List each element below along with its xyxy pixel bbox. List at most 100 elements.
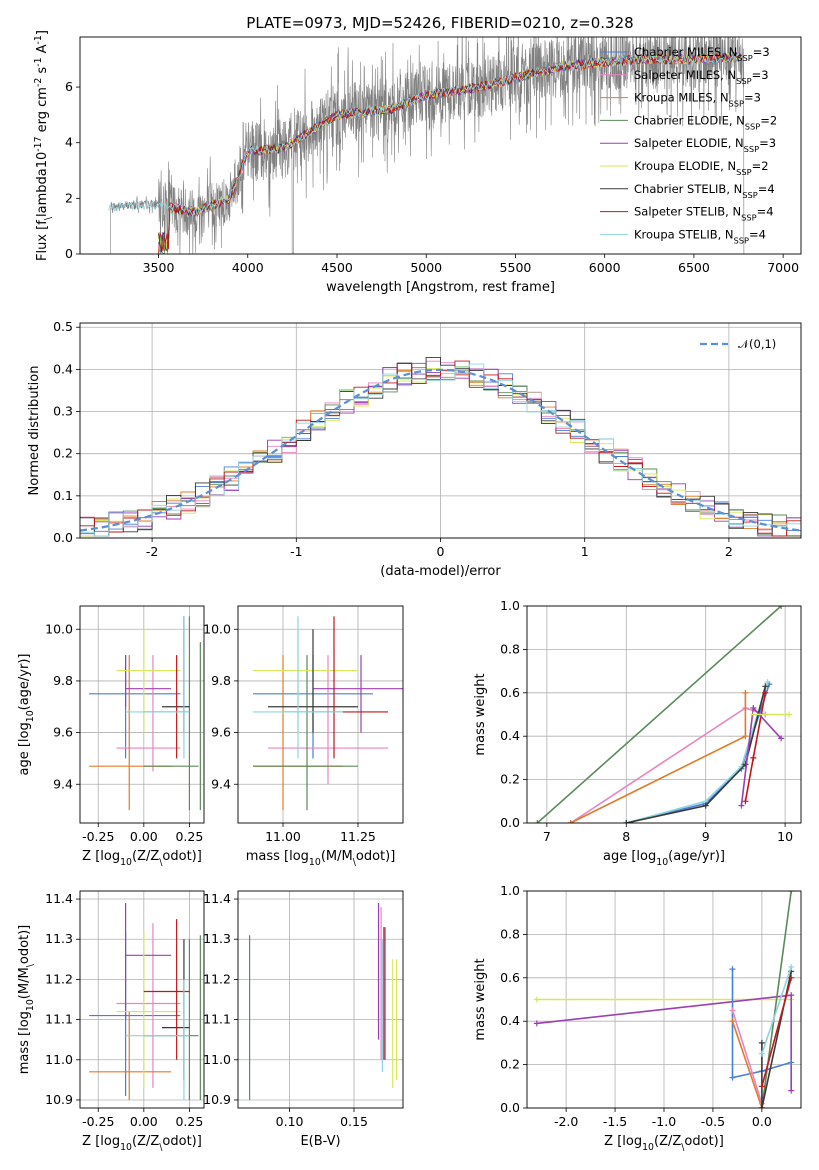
series-line xyxy=(570,692,747,823)
legend-label: Chabrier STELIB, NSSP=4 xyxy=(634,182,775,200)
y-tick-label: 11.0 xyxy=(203,1052,231,1067)
legend-label: Salpeter ELODIE, NSSP=3 xyxy=(634,136,776,154)
axes-frame xyxy=(79,36,802,255)
y-tick-label: 0.2 xyxy=(500,772,520,787)
y-tick-label: 9.6 xyxy=(211,725,231,740)
x-tick-label: -1.0 xyxy=(652,1114,676,1129)
plot-area xyxy=(80,356,801,537)
y-tick-label: 0.8 xyxy=(500,641,520,656)
y-tick-label: 0 xyxy=(65,246,73,261)
panel-mass_weight_vs_Z: -2.0 -1.5 -1.0 -0.5 0.0 0.0 0.2 0.4 0.6 0.8 1.0 Z [… xyxy=(473,883,802,1153)
series-line xyxy=(731,1020,763,1108)
y-tick-label: 0.4 xyxy=(53,361,73,376)
y-tick-label: 11.3 xyxy=(45,931,73,946)
data-point xyxy=(758,1105,765,1108)
data-point xyxy=(758,1050,765,1057)
y-tick-label: 1.0 xyxy=(500,598,520,613)
y-tick-label: 0.3 xyxy=(53,404,73,419)
y-tick-label: 0.4 xyxy=(500,1013,520,1028)
y-tick-label: 9.4 xyxy=(53,776,73,791)
data-point xyxy=(729,1074,736,1081)
series-line xyxy=(626,681,769,823)
x-tick-label: 0.15 xyxy=(340,1114,368,1129)
x-tick-label: 0.0 xyxy=(752,1114,772,1129)
data-point xyxy=(742,798,749,805)
data-point xyxy=(738,802,745,809)
data-point xyxy=(778,735,785,742)
axes-frame xyxy=(526,890,802,1109)
y-tick-label: 10.0 xyxy=(203,621,231,636)
plot-area xyxy=(534,606,793,823)
axes-frame xyxy=(526,605,802,824)
panel-mass_vs_Z: -0.25 0.00 0.25 10.9 11.0 11.1 11.2 11.3 11.4 Z [… xyxy=(17,890,205,1153)
x-tick-label: -1 xyxy=(290,544,302,559)
series-line xyxy=(570,707,766,823)
x-tick-label: 7000 xyxy=(767,260,799,275)
x-axis-label: age [log10(age/yr)] xyxy=(603,849,725,868)
x-tick-label: -1.5 xyxy=(603,1114,627,1129)
data-point xyxy=(788,1087,795,1094)
plot-area xyxy=(89,903,201,1100)
x-tick-label: 5500 xyxy=(500,260,532,275)
x-axis-label: wavelength [Angstrom, rest frame] xyxy=(326,280,555,295)
data-point xyxy=(750,704,757,711)
panel-age_vs_Z: -0.25 0.00 0.25 9.4 9.6 9.8 10.0 Z [log10(Z/Z\o… xyxy=(17,605,205,868)
y-axis-label: mass weight xyxy=(473,958,488,1040)
series-line xyxy=(761,891,792,1108)
y-tick-label: 11.1 xyxy=(45,1012,73,1027)
y-axis-label: Flux [f\lambda10-17 erg cm-2 s-1 A-1] xyxy=(33,30,54,261)
y-tick-label: 0.6 xyxy=(500,970,520,985)
x-tick-label: 0.10 xyxy=(276,1114,304,1129)
axes-frame xyxy=(237,605,404,824)
model-spectrum-kroupa-stelib xyxy=(108,51,742,217)
x-tick-label: -0.25 xyxy=(82,1114,114,1129)
data-point xyxy=(788,963,795,970)
legend-label: Kroupa STELIB, NSSP=4 xyxy=(634,227,766,245)
y-tick-label: 9.8 xyxy=(211,673,231,688)
spectrum-legend: Chabrier MILES, NSSP=3 Salpeter MILES, NS… xyxy=(600,45,777,245)
plot-area xyxy=(533,891,795,1108)
data-point xyxy=(788,1059,795,1066)
y-axis-label: mass [log10(M/M\odot)] xyxy=(17,925,36,1075)
legend-label: Kroupa ELODIE, NSSP=2 xyxy=(634,159,769,177)
y-tick-label: 6 xyxy=(65,79,73,94)
panel-age_vs_mass: 11.00 11.25 9.4 9.6 9.8 10.0 mass [log10(M/M\o… xyxy=(203,605,404,868)
data-point xyxy=(764,678,771,685)
y-tick-label: 9.4 xyxy=(211,776,231,791)
series-line xyxy=(536,606,782,823)
y-tick-label: 0.2 xyxy=(53,446,73,461)
series-line xyxy=(761,966,792,1055)
y-tick-label: 10.9 xyxy=(45,1092,73,1107)
x-tick-label: 5000 xyxy=(410,260,442,275)
x-tick-label: 3500 xyxy=(143,260,175,275)
y-axis-label: Normed distribution xyxy=(27,366,42,496)
data-point xyxy=(533,1020,540,1027)
data-point xyxy=(742,689,749,696)
panel-residual_hist: -2 -1 0 1 2 0.0 0.1 0.2 0.3 0.4 0.5 (data-model)/er… xyxy=(27,319,802,579)
y-tick-label: 0.5 xyxy=(53,319,73,334)
y-tick-label: 11.3 xyxy=(203,931,231,946)
y-tick-label: 2 xyxy=(65,190,73,205)
series-line xyxy=(761,977,792,1087)
data-point xyxy=(729,1007,736,1014)
data-point xyxy=(567,820,574,823)
legend-label: 𝒩(0,1) xyxy=(738,337,776,351)
data-point xyxy=(758,1039,765,1046)
y-tick-label: 11.2 xyxy=(45,971,73,986)
x-tick-label: 8 xyxy=(622,829,630,844)
axes-frame xyxy=(79,322,802,539)
x-axis-label: E(B-V) xyxy=(300,1134,340,1149)
series-line xyxy=(626,686,767,823)
data-point xyxy=(750,711,757,718)
x-tick-label: 0.25 xyxy=(175,829,203,844)
data-point xyxy=(788,974,795,981)
x-tick-label: -2.0 xyxy=(554,1114,578,1129)
panel-mass_vs_ebv: 0.10 0.15 10.9 11.0 11.1 11.2 11.3 11.4 E(B-V) xyxy=(203,890,404,1149)
y-tick-label: 0.0 xyxy=(500,815,520,830)
y-tick-label: 11.4 xyxy=(203,891,231,906)
x-tick-label: -0.5 xyxy=(701,1114,725,1129)
y-tick-label: 0.0 xyxy=(500,1100,520,1115)
axes-frame xyxy=(237,890,404,1109)
panel-spectrum: 3500 4000 4500 5000 5500 6000 6500 7000 0 2 4 6 wave… xyxy=(33,30,802,295)
data-point xyxy=(762,683,769,690)
